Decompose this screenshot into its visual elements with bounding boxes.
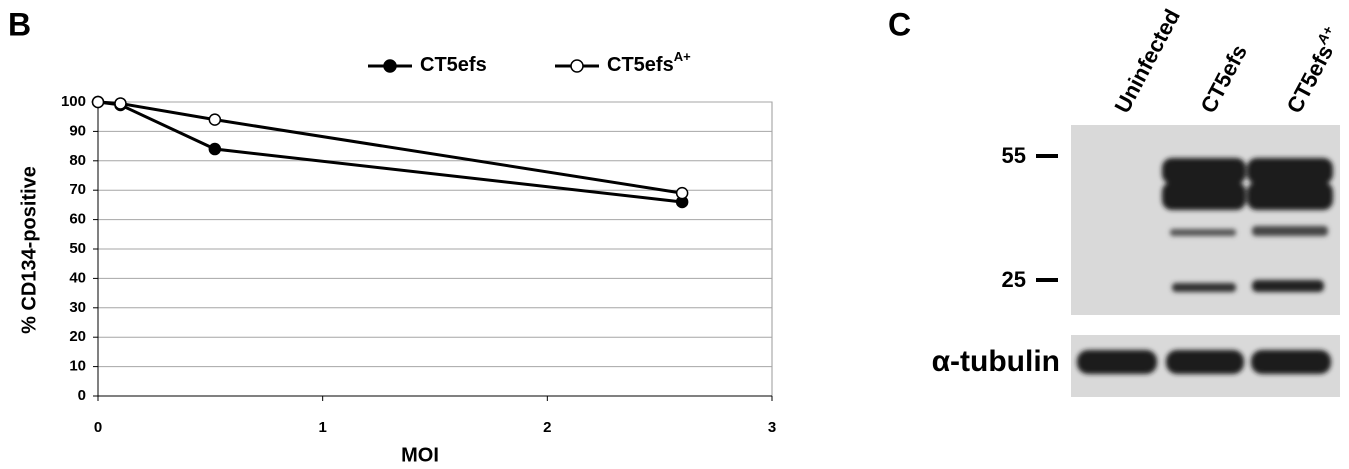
x-tick-label: 1: [318, 419, 326, 436]
band: [1162, 182, 1246, 210]
series-line: [98, 102, 682, 202]
western-blot: C 55 25 α-tubulin Uninfected CT5efs CT5e…: [888, 5, 1347, 397]
band: [1252, 280, 1324, 292]
legend-marker: [384, 60, 396, 72]
y-tick-label: 90: [69, 122, 86, 139]
y-tick-label: 40: [69, 269, 86, 286]
y-tick-label: 0: [78, 387, 86, 404]
band: [1247, 158, 1333, 184]
y-tick-label: 10: [69, 358, 86, 375]
data-point: [115, 98, 126, 109]
band: [1252, 226, 1328, 236]
y-tick-label: 70: [69, 181, 86, 198]
panel-label: B: [8, 6, 31, 42]
x-tick-label: 0: [94, 419, 102, 436]
data-point: [209, 144, 220, 155]
x-axis-label: MOI: [401, 444, 439, 466]
lane-label: CT5efsA+: [1279, 23, 1347, 117]
band: [1247, 182, 1333, 210]
legend-entry: CT5efsA+: [607, 49, 691, 76]
legend-text: CT5efs: [607, 54, 674, 76]
size-marker: 25: [1002, 267, 1026, 292]
band: [1170, 229, 1236, 236]
series-line: [98, 102, 682, 193]
x-tick-label: 3: [768, 419, 776, 436]
band: [1251, 350, 1331, 374]
band: [1162, 158, 1246, 184]
x-tick-label: 2: [543, 419, 551, 436]
y-tick-label: 20: [69, 328, 86, 345]
figure: B MOI % CD134-positive C 55 25 α-tubulin…: [0, 0, 1349, 469]
y-tick-label: 100: [61, 93, 86, 110]
band: [1172, 283, 1236, 292]
lane-label-text: CT5efs: [1281, 41, 1338, 118]
legend-superscript: A+: [674, 49, 691, 64]
band: [1077, 350, 1157, 374]
lane-label: CT5efs: [1195, 41, 1252, 118]
data-point: [677, 188, 688, 199]
y-tick-label: 50: [69, 240, 86, 257]
y-tick-label: 80: [69, 152, 86, 169]
legend-marker: [571, 60, 583, 72]
y-tick-label: 30: [69, 299, 86, 316]
band: [1166, 350, 1244, 374]
y-axis-label: % CD134-positive: [18, 166, 40, 334]
lane-label: Uninfected: [1109, 5, 1184, 117]
legend-text: CT5efs: [420, 54, 487, 76]
loading-control-label: α-tubulin: [932, 345, 1060, 378]
size-marker: 55: [1002, 143, 1026, 168]
legend-entry: CT5efs: [420, 54, 487, 76]
panel-label: C: [888, 6, 911, 42]
y-tick-label: 60: [69, 211, 86, 228]
data-point: [209, 114, 220, 125]
data-point: [93, 97, 104, 108]
